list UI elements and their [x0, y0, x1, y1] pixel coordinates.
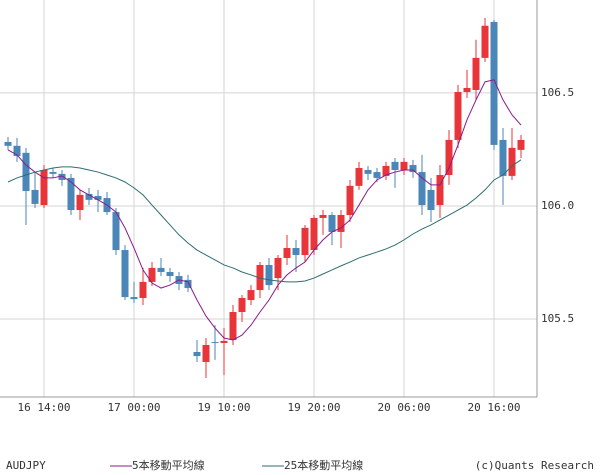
legend-label: 5本移動平均線 [132, 458, 205, 472]
y-tick-label: 105.5 [541, 312, 574, 325]
candle-body [508, 147, 516, 176]
candle-body [130, 297, 138, 300]
candle-body [436, 174, 444, 206]
candle-body [211, 342, 219, 344]
candle-body [265, 264, 273, 286]
credit: (c)Quants Research [475, 459, 594, 472]
x-tick-label: 20 06:00 [378, 401, 431, 414]
candle-body [328, 215, 336, 232]
candle-body [472, 57, 480, 90]
candle-body [220, 340, 228, 343]
candle-body [346, 185, 354, 216]
candle-body [13, 145, 21, 156]
candle-body [148, 267, 156, 282]
candle-body [454, 92, 462, 140]
candle-body [355, 167, 363, 186]
candle-body [445, 139, 453, 175]
candle-body [157, 267, 165, 272]
candle-body [202, 345, 210, 362]
candle-body [49, 172, 57, 174]
candle-body [310, 217, 318, 251]
candle-body [499, 139, 507, 176]
candle-body [184, 279, 192, 289]
candle-body [517, 139, 525, 150]
candle-body [400, 161, 408, 171]
candle-body [337, 215, 345, 232]
candle-body [112, 212, 120, 251]
ma-line [7, 79, 522, 341]
candle-body [229, 311, 237, 341]
candle-body [274, 257, 282, 279]
candle-body [193, 352, 201, 357]
candle-body [292, 248, 300, 256]
candle-body [76, 194, 84, 211]
candle-body [418, 172, 426, 206]
candle-body [166, 271, 174, 277]
candle-body [4, 141, 12, 146]
candle-body [31, 189, 39, 204]
candle-body [319, 215, 327, 218]
candle-body [139, 281, 147, 298]
candle-body [490, 21, 498, 145]
x-tick-label: 20 16:00 [468, 401, 521, 414]
candle-body [373, 172, 381, 178]
y-tick-label: 106.5 [541, 86, 574, 99]
candle-body [22, 152, 30, 192]
x-tick-label: 17 00:00 [108, 401, 161, 414]
candle-body [481, 25, 489, 58]
candle-body [409, 165, 417, 173]
candle-body [58, 173, 66, 180]
candle-body [283, 248, 291, 258]
x-tick-label: 19 10:00 [198, 401, 251, 414]
candle-body [364, 170, 372, 174]
x-tick-label: 16 14:00 [18, 401, 71, 414]
y-tick-label: 106.0 [541, 199, 574, 212]
candle-body [238, 297, 246, 312]
symbol-label: AUDJPY [6, 459, 46, 472]
candle-body [427, 189, 435, 211]
candle-body [463, 87, 471, 93]
candle-body [40, 170, 48, 206]
legend-label: 25本移動平均線 [284, 458, 363, 472]
candle-body [256, 264, 264, 291]
candle-body [94, 196, 102, 200]
candle-body [382, 165, 390, 176]
candle-body [121, 250, 129, 298]
candle-body [301, 227, 309, 256]
candle-body [67, 177, 75, 211]
x-tick-label: 19 20:00 [288, 401, 341, 414]
candle-body [247, 290, 255, 301]
ma-line [7, 159, 522, 283]
candle-body [85, 193, 93, 200]
candle-body [391, 161, 399, 171]
